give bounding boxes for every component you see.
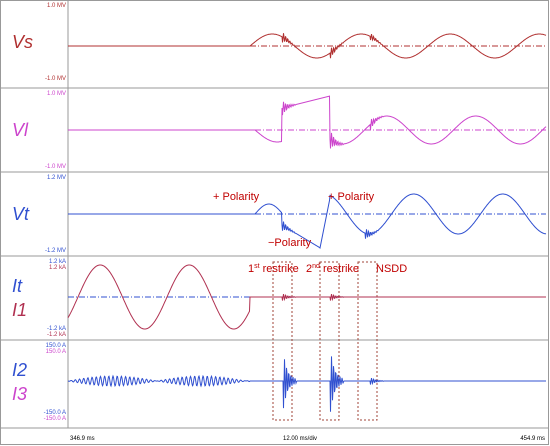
event-label: 2nd restrike	[306, 263, 359, 275]
event-label: NSDD	[376, 263, 407, 275]
text: nd	[312, 263, 320, 270]
annotation: −Polarity	[268, 237, 312, 249]
trace-i1	[67, 264, 546, 330]
annotation: + Polarity	[213, 191, 260, 203]
text: restrike	[320, 263, 359, 275]
text: 2	[306, 263, 312, 275]
annotation: + Polarity	[328, 191, 375, 203]
time-division: 12.00 ms/div	[283, 436, 317, 442]
scale-top: 150.0 A	[46, 343, 66, 349]
channel-label: Vt	[12, 204, 30, 224]
scale-top: 150.0 A	[46, 349, 66, 355]
scale-top: 1.0 MV	[47, 91, 66, 97]
scale-bottom: -150.0 A	[44, 416, 66, 422]
event-box	[357, 261, 378, 421]
text: restrike	[260, 263, 299, 275]
channel-label: I3	[12, 384, 27, 404]
event-box	[272, 261, 293, 421]
waveforms	[67, 33, 547, 412]
channel-label: It	[12, 276, 23, 296]
trace-i2	[67, 356, 546, 412]
scale-bottom: -150.0 A	[44, 410, 66, 416]
scale-top: 1.2 kA	[49, 259, 66, 265]
scale-top: 1.2 MV	[47, 175, 66, 181]
time-end: 454.9 ms	[520, 436, 545, 442]
scale-bottom: -1.2 MV	[45, 248, 66, 254]
channel-label: Vs	[12, 32, 33, 52]
trace-vt	[68, 193, 547, 250]
channel-label: I1	[12, 300, 27, 320]
text: st	[254, 263, 260, 270]
time-start: 346.9 ms	[70, 436, 95, 442]
scale-top: 1.2 kA	[49, 265, 66, 271]
trace-vs	[68, 33, 547, 59]
scale-bottom: -1.2 kA	[47, 332, 66, 338]
event-label: 1st restrike	[248, 263, 299, 275]
channel-label: Vl	[12, 120, 29, 140]
channel-label: I2	[12, 360, 27, 380]
trace-vl	[68, 95, 547, 149]
text: 1	[248, 263, 254, 275]
scale-bottom: -1.0 MV	[45, 164, 66, 170]
scale-bottom: -1.2 kA	[47, 326, 66, 332]
scale-top: 1.0 MV	[47, 3, 66, 9]
event-box	[319, 261, 340, 421]
scale-bottom: -1.0 MV	[45, 76, 66, 82]
